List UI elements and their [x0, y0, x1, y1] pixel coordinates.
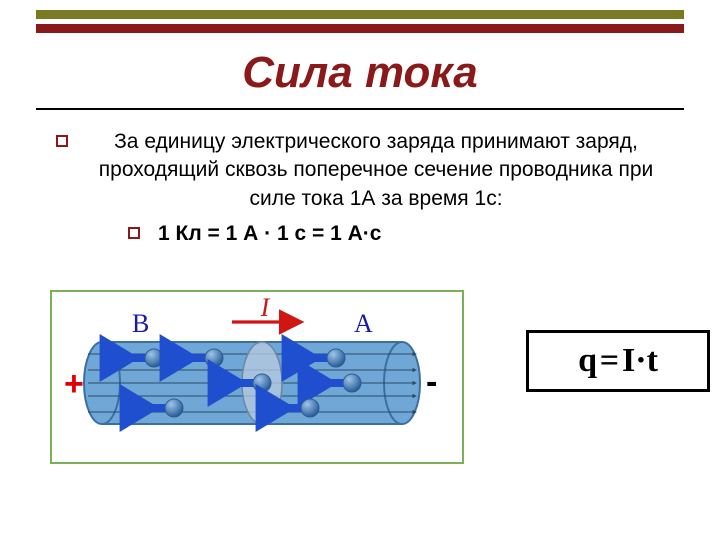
bullet-1-text: За единицу электрического заряда принима… — [86, 128, 666, 213]
bullet-2: 1 Кл = 1 А · 1 с = 1 А·с — [128, 220, 568, 248]
svg-text:B: B — [132, 309, 149, 338]
stripe-olive — [36, 10, 684, 19]
formula-box: q = I·t — [526, 330, 710, 392]
svg-text:A: A — [354, 309, 373, 338]
bullet-marker — [128, 227, 140, 239]
bullet-marker — [56, 135, 68, 147]
conductor-diagram: I B A + - — [50, 290, 464, 464]
bullet-1: За единицу электрического заряда принима… — [56, 128, 666, 213]
page-title: Сила тока — [0, 48, 720, 98]
stripe-accent — [36, 24, 684, 33]
formula-text: q = I·t — [578, 342, 658, 379]
svg-text:-: - — [426, 363, 437, 401]
conductor-svg: I B A + - — [52, 292, 462, 462]
title-underline — [36, 108, 684, 110]
bullet-2-text: 1 Кл = 1 А · 1 с = 1 А·с — [158, 220, 381, 248]
svg-text:I: I — [260, 293, 271, 322]
slide: Сила тока За единицу электрического заря… — [0, 0, 720, 540]
svg-text:+: + — [64, 365, 84, 403]
